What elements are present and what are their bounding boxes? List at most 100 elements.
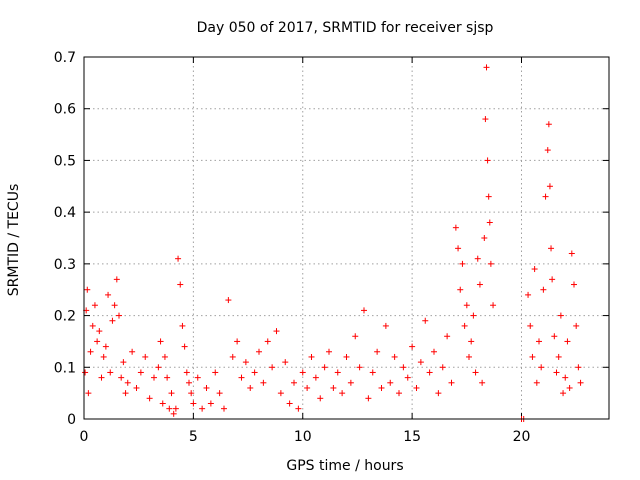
data-point — [413, 384, 420, 391]
data-point — [282, 359, 289, 366]
data-point — [113, 276, 120, 283]
x-axis-label: GPS time / hours — [286, 458, 403, 474]
data-point — [129, 348, 136, 355]
y-tick-label: 0.5 — [54, 153, 76, 169]
data-point — [538, 364, 545, 371]
data-point — [269, 364, 276, 371]
data-point — [573, 322, 580, 329]
data-point — [476, 281, 483, 288]
data-point — [84, 286, 91, 293]
data-point — [396, 390, 402, 397]
data-point — [544, 147, 551, 154]
data-point — [352, 333, 359, 340]
data-point — [356, 364, 363, 371]
data-point — [277, 390, 284, 397]
data-point — [317, 395, 324, 402]
data-point — [82, 369, 89, 376]
data-point — [221, 405, 227, 412]
data-point — [146, 395, 153, 402]
data-point — [212, 369, 219, 376]
data-point — [321, 364, 328, 371]
data-point — [487, 260, 494, 267]
data-point — [540, 286, 547, 293]
data-point — [417, 359, 424, 366]
data-point — [551, 333, 558, 340]
data-point — [157, 338, 164, 345]
data-point — [575, 364, 582, 371]
data-point — [264, 338, 271, 345]
data-point — [455, 245, 462, 252]
data-point — [466, 353, 472, 360]
data-point — [439, 364, 446, 371]
data-point — [177, 281, 184, 288]
data-point — [577, 379, 584, 386]
data-point — [247, 384, 254, 391]
data-point — [308, 353, 315, 360]
data-point — [159, 400, 166, 407]
data-point — [452, 224, 459, 231]
data-point — [560, 390, 567, 397]
data-point — [409, 343, 416, 350]
y-tick-label: 0.4 — [54, 205, 76, 221]
data-point — [120, 359, 127, 366]
data-point — [459, 260, 466, 267]
data-point — [382, 322, 389, 329]
data-point — [483, 64, 490, 71]
data-point — [566, 384, 573, 391]
data-point — [98, 374, 105, 381]
data-point — [85, 390, 92, 397]
data-point — [365, 395, 372, 402]
data-point — [234, 338, 241, 345]
y-tick-label: 0.2 — [54, 309, 76, 325]
data-point — [387, 379, 394, 386]
data-point — [170, 410, 177, 417]
data-point — [422, 317, 429, 324]
data-point — [562, 374, 569, 381]
data-point — [474, 255, 481, 262]
data-point — [568, 250, 575, 257]
data-point — [229, 353, 236, 360]
data-point — [122, 390, 129, 397]
data-point — [529, 353, 536, 360]
x-tick-label: 10 — [294, 429, 312, 445]
x-tick-label: 20 — [513, 429, 531, 445]
data-point — [326, 348, 332, 355]
data-point — [181, 343, 188, 350]
data-point — [109, 317, 116, 324]
data-point — [546, 183, 553, 190]
data-point — [553, 369, 560, 376]
data-point — [361, 307, 367, 314]
y-tick-label: 0.3 — [54, 257, 76, 273]
y-tick-label: 0.7 — [54, 50, 76, 66]
data-point — [251, 369, 258, 376]
data-point — [312, 374, 319, 381]
data-point — [100, 353, 107, 360]
x-tick-label: 5 — [189, 429, 198, 445]
data-point — [161, 353, 168, 360]
data-point — [89, 322, 96, 329]
data-point — [194, 374, 201, 381]
grid — [84, 57, 609, 419]
y-tick-label: 0 — [67, 412, 76, 428]
data-point — [299, 369, 306, 376]
data-point — [164, 374, 171, 381]
data-point — [374, 348, 381, 355]
data-point — [378, 384, 385, 391]
data-point — [457, 286, 464, 293]
data-point — [527, 322, 534, 329]
data-point — [256, 348, 262, 355]
data-point — [133, 384, 140, 391]
axis-ticks: 0 5 10 15 20 0 0.1 0.2 0.3 0.4 0.5 0.6 0.7 — [54, 50, 609, 445]
data-point — [207, 400, 214, 407]
data-point — [571, 281, 577, 288]
data-point — [179, 322, 186, 329]
data-point — [463, 302, 470, 309]
y-tick-label: 0.1 — [54, 360, 76, 376]
data-point — [142, 353, 149, 360]
data-point — [91, 302, 98, 309]
data-point — [188, 390, 195, 397]
data-point — [400, 364, 407, 371]
data-point — [216, 390, 223, 397]
data-point — [96, 328, 103, 335]
